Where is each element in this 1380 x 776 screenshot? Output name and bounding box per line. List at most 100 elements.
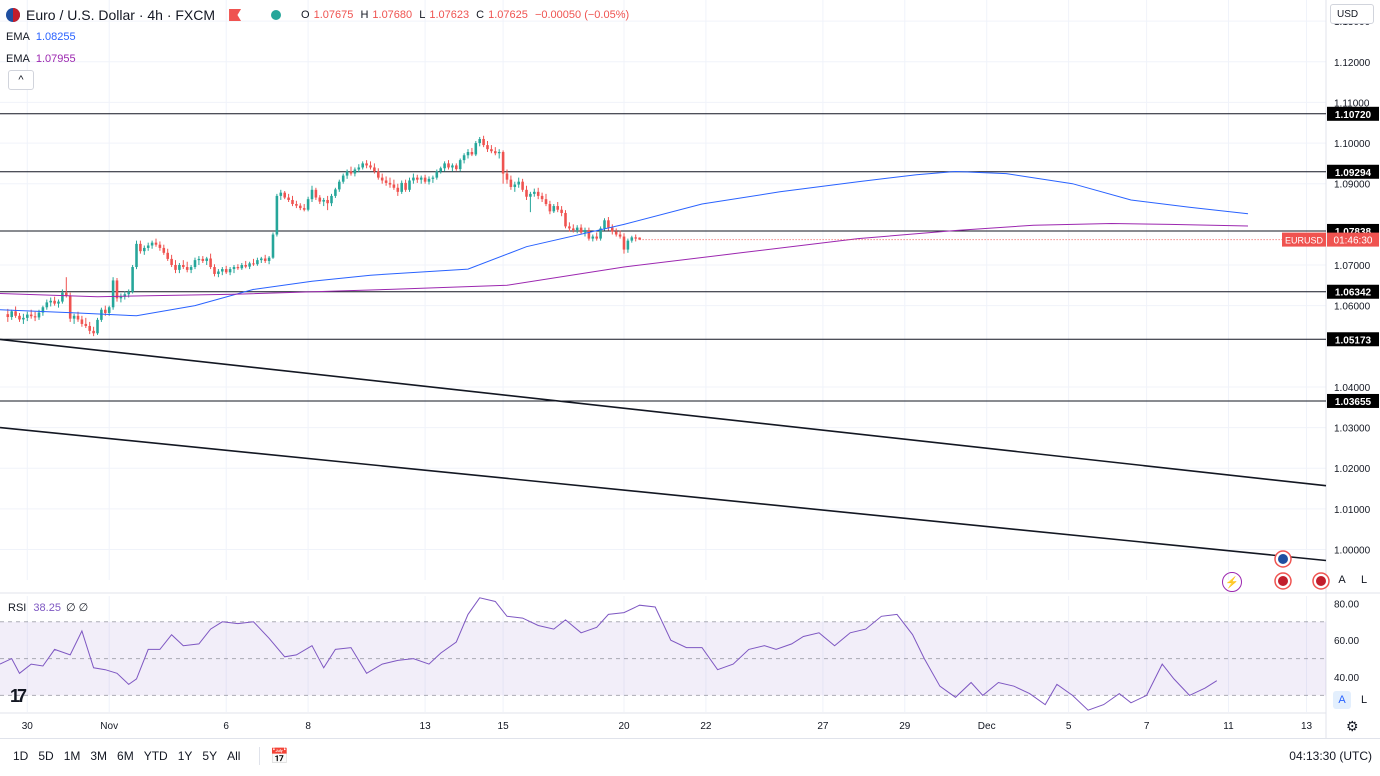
candle-body bbox=[131, 267, 134, 292]
eur-usd-flag-icon bbox=[6, 8, 20, 22]
price-tick-label: 1.02000 bbox=[1334, 464, 1371, 475]
candle-body bbox=[135, 243, 138, 268]
candle bbox=[178, 262, 181, 274]
candle-body bbox=[271, 234, 275, 258]
candle-body bbox=[170, 258, 173, 266]
log-scale-button-rsi[interactable]: L bbox=[1360, 694, 1368, 706]
candle-body bbox=[556, 206, 559, 210]
candle-body bbox=[607, 220, 610, 228]
candle bbox=[599, 226, 602, 241]
range-1d[interactable]: 1D bbox=[13, 749, 29, 763]
calendar-icon[interactable]: 📅 bbox=[259, 747, 289, 765]
candle-body bbox=[96, 319, 99, 334]
candle-body bbox=[205, 258, 208, 261]
candle-body bbox=[291, 199, 294, 205]
price-tick-label: 1.06000 bbox=[1334, 302, 1371, 313]
range-all[interactable]: All bbox=[227, 749, 241, 763]
candle-body bbox=[318, 197, 322, 202]
trendline bbox=[0, 338, 1327, 487]
candle bbox=[552, 204, 556, 213]
market-open-icon bbox=[271, 10, 282, 20]
candle-body bbox=[57, 301, 60, 304]
time-tick-label: 27 bbox=[817, 721, 829, 732]
candle bbox=[540, 192, 544, 203]
candle bbox=[384, 176, 388, 186]
range-ytd[interactable]: YTD bbox=[143, 749, 168, 763]
ohlc-open: 1.07675 bbox=[313, 9, 354, 21]
candle-body bbox=[377, 171, 380, 178]
gear-icon[interactable]: ⚙ bbox=[1346, 718, 1359, 734]
candle bbox=[451, 163, 454, 172]
last-price-tag: EURUSD 01:46:30 bbox=[1282, 232, 1379, 247]
candle bbox=[591, 234, 595, 242]
candle bbox=[306, 196, 310, 212]
time-tick-label: 13 bbox=[1301, 721, 1313, 732]
candle bbox=[61, 289, 64, 304]
candle bbox=[536, 187, 540, 200]
candle-body bbox=[486, 145, 489, 150]
candle-body bbox=[599, 228, 602, 239]
candle-body bbox=[275, 195, 279, 235]
candle-body bbox=[572, 228, 575, 231]
candle bbox=[412, 173, 415, 184]
candle-body bbox=[158, 244, 162, 248]
auto-scale-button-rsi[interactable]: A bbox=[1333, 691, 1351, 709]
range-1y[interactable]: 1Y bbox=[177, 749, 193, 763]
candle bbox=[299, 203, 302, 211]
candle bbox=[466, 149, 470, 159]
candle bbox=[353, 167, 357, 177]
candle bbox=[236, 264, 240, 270]
candle-body bbox=[127, 291, 130, 295]
candle bbox=[139, 240, 142, 254]
candle bbox=[341, 173, 345, 184]
utc-clock[interactable]: 04:13:30 (UTC) bbox=[1289, 749, 1372, 763]
candle-body bbox=[182, 265, 185, 268]
candle bbox=[357, 164, 361, 173]
candle-body bbox=[400, 182, 403, 192]
ohlc-low: 1.07623 bbox=[429, 9, 470, 21]
rsi-legend[interactable]: RSI 38.25 ∅ ∅ bbox=[8, 601, 88, 614]
candle bbox=[80, 315, 84, 327]
candle bbox=[361, 161, 364, 170]
candle bbox=[302, 204, 306, 212]
log-scale-button-main[interactable]: L bbox=[1360, 574, 1368, 586]
candle-body bbox=[408, 180, 411, 190]
range-1m[interactable]: 1M bbox=[63, 749, 81, 763]
candle bbox=[505, 169, 509, 184]
lightning-icon[interactable]: ⚡ bbox=[1222, 572, 1242, 592]
time-tick-label: 22 bbox=[700, 721, 712, 732]
candle-body bbox=[419, 177, 423, 180]
range-5y[interactable]: 5Y bbox=[202, 749, 218, 763]
auto-scale-button-main[interactable]: A bbox=[1338, 574, 1346, 586]
candle bbox=[611, 224, 614, 235]
candle bbox=[392, 179, 396, 190]
candle bbox=[400, 180, 403, 194]
candle bbox=[427, 176, 431, 185]
candle-body bbox=[365, 163, 368, 166]
candle-body bbox=[240, 265, 244, 269]
chevron-up-icon[interactable]: ^ bbox=[8, 70, 34, 90]
candle bbox=[189, 265, 193, 274]
tradingview-logo-icon[interactable]: 17 bbox=[10, 686, 27, 706]
symbol-title[interactable]: Euro / U.S. Dollar · 4h · FXCM bbox=[26, 7, 216, 23]
candle-body bbox=[349, 171, 353, 174]
currency-button[interactable]: USD bbox=[1330, 4, 1374, 24]
candle bbox=[326, 195, 329, 211]
ema-slow-legend[interactable]: EMA 1.07955 bbox=[6, 50, 633, 68]
rsi-label: RSI bbox=[8, 602, 27, 614]
ema-fast-legend[interactable]: EMA 1.08255 bbox=[6, 28, 633, 46]
candle bbox=[162, 244, 166, 255]
candle-body bbox=[618, 234, 622, 237]
range-3m[interactable]: 3M bbox=[90, 749, 108, 763]
range-6m[interactable]: 6M bbox=[117, 749, 134, 763]
candle bbox=[240, 262, 244, 270]
candle-body bbox=[92, 330, 95, 334]
candle-body bbox=[490, 149, 493, 152]
candle bbox=[548, 200, 552, 215]
candle bbox=[14, 306, 17, 318]
ohlc-close-label: C bbox=[476, 9, 485, 21]
candle bbox=[618, 230, 622, 239]
range-5d[interactable]: 5D bbox=[38, 749, 54, 763]
candle bbox=[380, 173, 384, 184]
